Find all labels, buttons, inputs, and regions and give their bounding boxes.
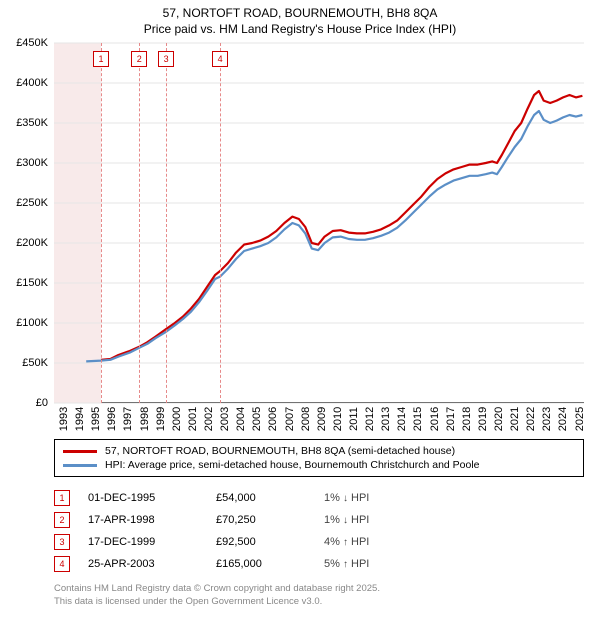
plot-area: 1234£0£50K£100K£150K£200K£250K£300K£350K… <box>54 43 584 403</box>
arrow-up-icon: ↑ <box>343 559 348 570</box>
x-tick-label: 2005 <box>247 407 263 431</box>
x-tick-label: 2020 <box>489 407 505 431</box>
y-tick-label: £50K <box>22 357 54 369</box>
chart-title: 57, NORTOFT ROAD, BOURNEMOUTH, BH8 8QA P… <box>10 6 590 37</box>
transaction-row: 4 25-APR-2003 £165,000 5% ↑ HPI <box>54 553 584 575</box>
x-tick-label: 2016 <box>425 407 441 431</box>
marker-box-2: 2 <box>131 51 147 67</box>
licence-footer: Contains HM Land Registry data © Crown c… <box>54 583 584 608</box>
marker-box-4: 4 <box>212 51 228 67</box>
x-tick-label: 2022 <box>521 407 537 431</box>
x-tick-label: 1994 <box>70 407 86 431</box>
marker-line-3 <box>166 43 167 403</box>
transaction-date: 17-APR-1998 <box>88 514 198 526</box>
x-tick-label: 2014 <box>392 407 408 431</box>
y-tick-label: £200K <box>16 237 54 249</box>
y-tick-label: £450K <box>16 37 54 49</box>
title-line-2: Price paid vs. HM Land Registry's House … <box>10 22 590 38</box>
arrow-down-icon: ↓ <box>343 493 348 504</box>
x-tick-label: 2009 <box>312 407 328 431</box>
x-tick-label: 2002 <box>199 407 215 431</box>
transaction-delta: 1% ↓ HPI <box>324 514 444 526</box>
x-tick-label: 2000 <box>167 407 183 431</box>
transaction-marker: 4 <box>54 556 70 572</box>
x-tick-label: 2001 <box>183 407 199 431</box>
x-tick-label: 2017 <box>441 407 457 431</box>
title-line-1: 57, NORTOFT ROAD, BOURNEMOUTH, BH8 8QA <box>10 6 590 22</box>
x-tick-label: 1996 <box>102 407 118 431</box>
y-tick-label: £350K <box>16 117 54 129</box>
x-tick-label: 2025 <box>570 407 586 431</box>
transaction-date: 17-DEC-1999 <box>88 536 198 548</box>
transaction-price: £70,250 <box>216 514 306 526</box>
x-tick-label: 2024 <box>553 407 569 431</box>
transaction-row: 2 17-APR-1998 £70,250 1% ↓ HPI <box>54 509 584 531</box>
marker-line-2 <box>139 43 140 403</box>
transaction-row: 3 17-DEC-1999 £92,500 4% ↑ HPI <box>54 531 584 553</box>
arrow-up-icon: ↑ <box>343 537 348 548</box>
series-property <box>101 91 582 360</box>
transaction-delta: 1% ↓ HPI <box>324 492 444 504</box>
y-tick-label: £400K <box>16 77 54 89</box>
x-tick-label: 2006 <box>263 407 279 431</box>
x-tick-label: 2003 <box>215 407 231 431</box>
y-tick-label: £250K <box>16 197 54 209</box>
transaction-delta: 4% ↑ HPI <box>324 536 444 548</box>
transaction-delta: 5% ↑ HPI <box>324 558 444 570</box>
legend-label: HPI: Average price, semi-detached house,… <box>105 459 480 471</box>
marker-line-1 <box>101 43 102 403</box>
y-tick-label: £0 <box>36 397 54 409</box>
plot-svg <box>54 43 584 403</box>
x-tick-label: 1998 <box>135 407 151 431</box>
x-tick-label: 2004 <box>231 407 247 431</box>
footer-line-2: This data is licensed under the Open Gov… <box>54 596 584 608</box>
arrow-down-icon: ↓ <box>343 515 348 526</box>
legend-swatch <box>63 464 97 467</box>
legend-label: 57, NORTOFT ROAD, BOURNEMOUTH, BH8 8QA (… <box>105 445 455 457</box>
transaction-price: £54,000 <box>216 492 306 504</box>
y-tick-label: £300K <box>16 157 54 169</box>
legend-swatch <box>63 450 97 453</box>
x-tick-label: 2019 <box>473 407 489 431</box>
legend-item: 57, NORTOFT ROAD, BOURNEMOUTH, BH8 8QA (… <box>63 444 575 458</box>
transaction-price: £92,500 <box>216 536 306 548</box>
x-tick-label: 2021 <box>505 407 521 431</box>
y-tick-label: £150K <box>16 277 54 289</box>
marker-line-4 <box>220 43 221 403</box>
transaction-row: 1 01-DEC-1995 £54,000 1% ↓ HPI <box>54 487 584 509</box>
x-tick-label: 2018 <box>457 407 473 431</box>
x-tick-label: 2010 <box>328 407 344 431</box>
x-tick-label: 2013 <box>376 407 392 431</box>
legend-item: HPI: Average price, semi-detached house,… <box>63 458 575 472</box>
series-hpi <box>86 111 582 361</box>
x-tick-label: 1993 <box>54 407 70 431</box>
x-tick-label: 1999 <box>151 407 167 431</box>
x-tick-label: 2007 <box>280 407 296 431</box>
chart-container: 57, NORTOFT ROAD, BOURNEMOUTH, BH8 8QA P… <box>0 0 600 620</box>
transaction-marker: 3 <box>54 534 70 550</box>
x-tick-label: 2011 <box>344 407 360 431</box>
y-tick-label: £100K <box>16 317 54 329</box>
legend: 57, NORTOFT ROAD, BOURNEMOUTH, BH8 8QA (… <box>54 439 584 477</box>
transaction-marker: 1 <box>54 490 70 506</box>
x-tick-label: 2023 <box>537 407 553 431</box>
transaction-price: £165,000 <box>216 558 306 570</box>
transactions-table: 1 01-DEC-1995 £54,000 1% ↓ HPI 2 17-APR-1998 £… <box>54 487 584 575</box>
marker-box-3: 3 <box>158 51 174 67</box>
footer-line-1: Contains HM Land Registry data © Crown c… <box>54 583 584 595</box>
x-tick-label: 2008 <box>296 407 312 431</box>
x-tick-label: 1997 <box>118 407 134 431</box>
transaction-marker: 2 <box>54 512 70 528</box>
x-tick-label: 1995 <box>86 407 102 431</box>
transaction-date: 01-DEC-1995 <box>88 492 198 504</box>
x-tick-label: 2015 <box>408 407 424 431</box>
x-tick-label: 2012 <box>360 407 376 431</box>
transaction-date: 25-APR-2003 <box>88 558 198 570</box>
marker-box-1: 1 <box>93 51 109 67</box>
